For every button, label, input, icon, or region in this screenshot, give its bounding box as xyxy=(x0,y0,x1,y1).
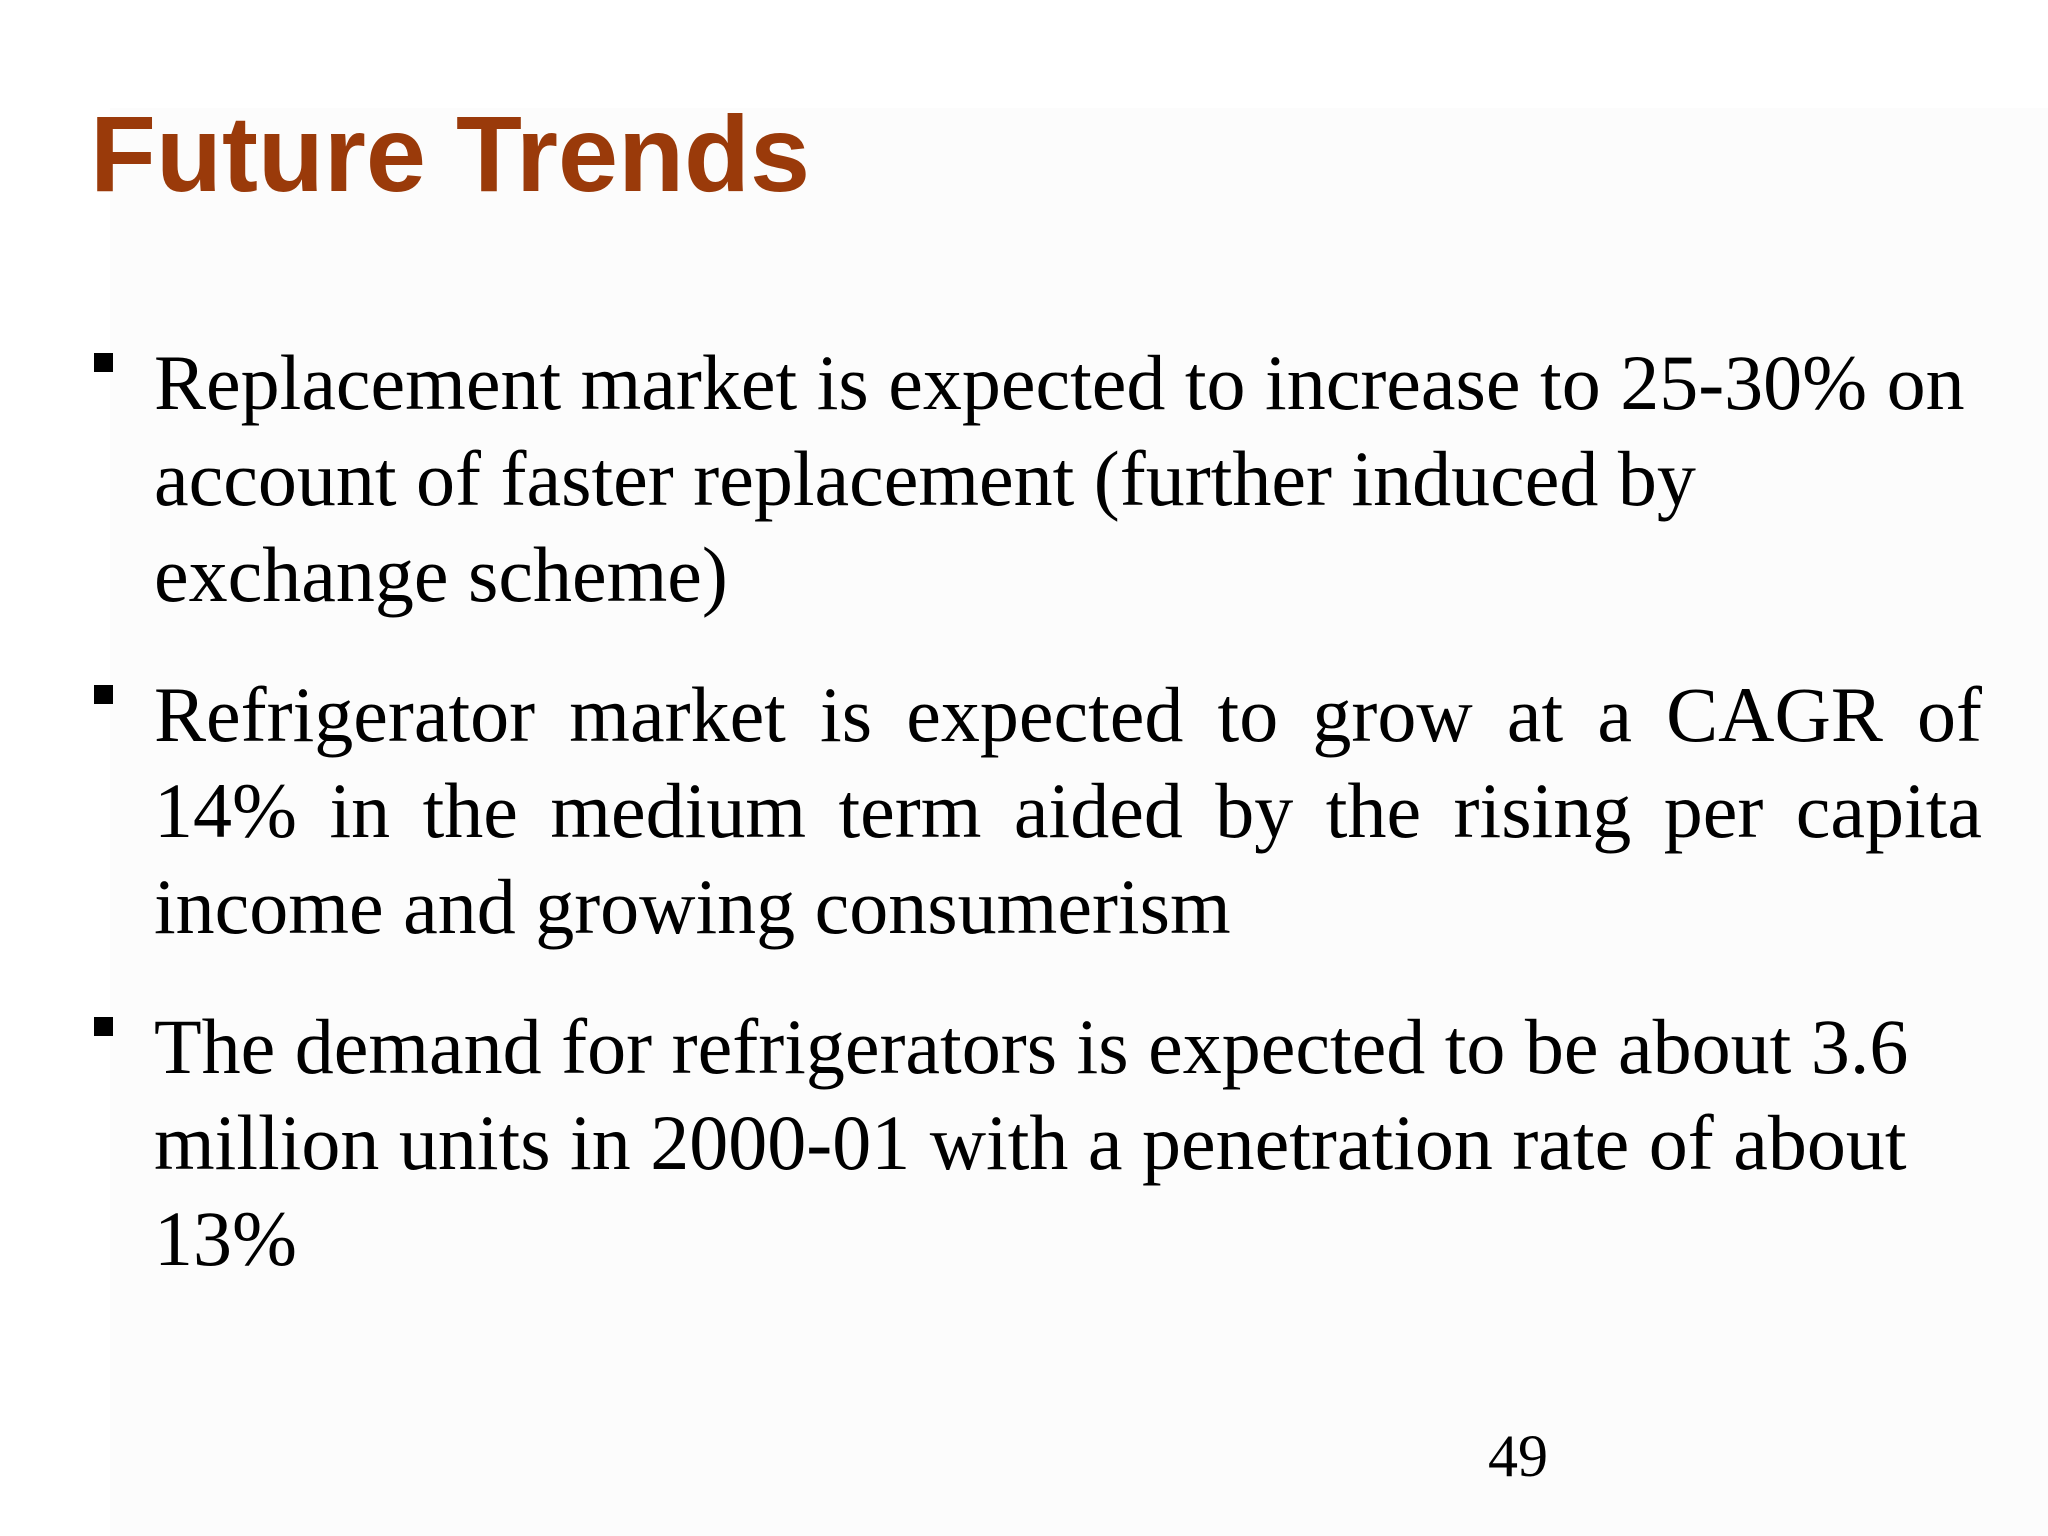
square-bullet-icon xyxy=(94,353,113,372)
content-panel xyxy=(110,108,2048,1536)
bullet-text: Refrigerator market is expected to grow … xyxy=(154,671,1982,950)
bullet-text: Replacement market is expected to increa… xyxy=(154,339,1965,618)
bullet-list: Replacement market is expected to increa… xyxy=(92,335,1982,1331)
bullet-text: The demand for refrigerators is expected… xyxy=(154,1003,1909,1282)
bullet-item-refrigerator-market: Refrigerator market is expected to grow … xyxy=(92,667,1982,955)
bullet-item-demand: The demand for refrigerators is expected… xyxy=(92,999,1982,1287)
slide-title: Future Trends xyxy=(90,93,811,214)
square-bullet-icon xyxy=(94,1017,113,1036)
square-bullet-icon xyxy=(94,685,113,704)
bullet-item-replacement-market: Replacement market is expected to increa… xyxy=(92,335,1982,623)
page-number: 49 xyxy=(1488,1423,1548,1489)
